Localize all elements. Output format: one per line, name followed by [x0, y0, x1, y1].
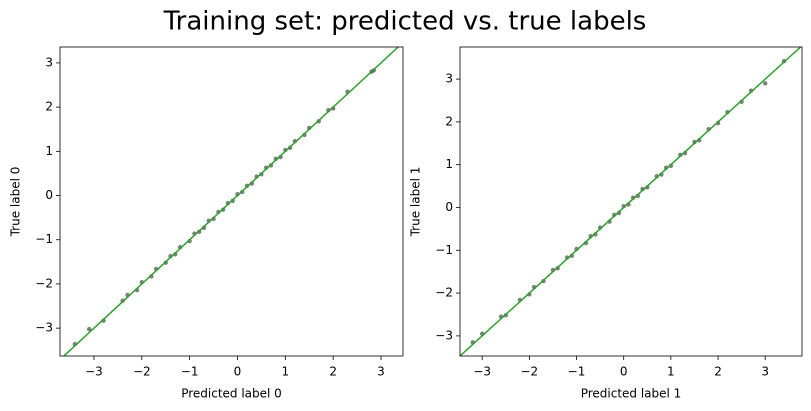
- x-tick-label: 0: [620, 365, 628, 379]
- x-tick-label: −2: [133, 365, 151, 379]
- y-tick-label: −1: [35, 232, 53, 246]
- y-axis-label: True label 0: [9, 167, 23, 238]
- y-tick-label: −3: [435, 328, 453, 342]
- y-tick-label: 2: [445, 114, 453, 128]
- scatter-point: [86, 326, 92, 332]
- y-tick-label: 0: [445, 200, 453, 214]
- x-tick-label: −1: [181, 365, 199, 379]
- x-tick-label: 2: [329, 365, 337, 379]
- scatter-point: [763, 81, 768, 86]
- x-tick-label: −1: [568, 365, 586, 379]
- identity-line: [63, 47, 399, 356]
- x-tick-label: 3: [377, 365, 385, 379]
- figure-title: Training set: predicted vs. true labels: [163, 7, 647, 37]
- y-tick-label: 3: [445, 72, 453, 86]
- plot-panel: −3 −2 −1 0 1 2 3 −3 −2 −1 0 1 2 3 Predicted label 0 Tru…: [9, 46, 404, 401]
- x-tick-label: 1: [281, 365, 289, 379]
- plot-panel: −3 −2 −1 0 1 2 3 −3 −2 −1 0 1 2 3 Predicted label 1 Tru…: [409, 46, 803, 401]
- y-tick-label: −2: [435, 286, 453, 300]
- y-axis-label: True label 1: [409, 167, 423, 238]
- x-tick-label: −3: [473, 365, 491, 379]
- y-tick-label: 2: [45, 100, 53, 114]
- x-tick-label: −3: [85, 365, 103, 379]
- axes-frame: [459, 46, 803, 357]
- x-tick-label: 2: [714, 365, 722, 379]
- y-tick-label: 3: [45, 55, 53, 69]
- x-tick-label: 0: [234, 365, 242, 379]
- y-tick-label: −2: [35, 276, 53, 290]
- y-tick-label: −3: [35, 321, 53, 335]
- identity-line: [460, 47, 802, 356]
- x-tick-label: 1: [667, 365, 675, 379]
- y-tick-label: 1: [45, 144, 53, 158]
- y-tick-label: 1: [445, 157, 453, 171]
- x-axis-label: Predicted label 0: [181, 387, 282, 401]
- y-tick-label: −1: [435, 243, 453, 257]
- x-tick-label: −2: [520, 365, 538, 379]
- x-axis-label: Predicted label 1: [581, 387, 682, 401]
- y-tick-label: 0: [45, 188, 53, 202]
- axes-frame: [59, 46, 404, 357]
- x-tick-label: 3: [761, 365, 769, 379]
